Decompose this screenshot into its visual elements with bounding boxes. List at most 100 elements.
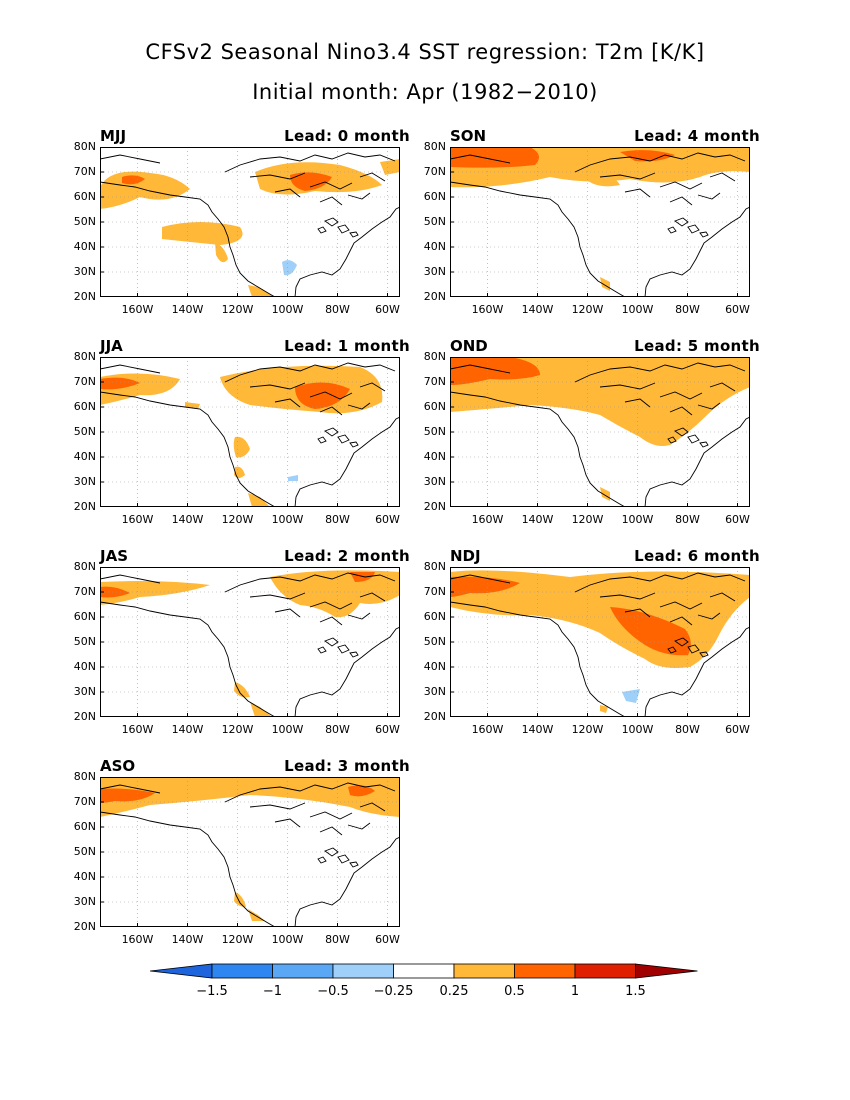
- panel-season-label: NDJ: [450, 547, 481, 565]
- coastline: [450, 574, 511, 584]
- positive-anomaly-region: [290, 172, 332, 191]
- positive-anomaly-region: [348, 785, 375, 797]
- colorbar: [150, 963, 698, 979]
- panel-season-label: OND: [450, 337, 488, 355]
- map-panel: MJJ Lead: 0 month 80N 70N 60N 50N 40N 30N 20N 160…: [74, 127, 410, 337]
- panel-lead-label: Lead: 0 month: [284, 127, 410, 145]
- lon-tick-label: 140W: [171, 303, 204, 316]
- lon-tick-label: 60W: [375, 303, 400, 316]
- map-panel: JJA Lead: 1 month 80N 70N 60N 50N 40N 30N 20N 160…: [74, 337, 410, 547]
- positive-anomaly-region: [588, 172, 620, 187]
- lat-tick-label: 70N: [73, 375, 96, 388]
- lat-tick-label: 30N: [73, 475, 96, 488]
- lat-tick-label: 50N: [73, 215, 96, 228]
- lat-tick-label: 40N: [423, 660, 446, 673]
- coastline: [224, 362, 396, 416]
- lat-tick-label: 30N: [423, 685, 446, 698]
- lat-tick-label: 50N: [73, 425, 96, 438]
- lon-tick-label: 120W: [221, 513, 254, 526]
- lat-tick-label: 60N: [423, 190, 446, 203]
- coastline: [574, 362, 746, 416]
- positive-anomaly-region: [270, 570, 400, 618]
- positive-anomaly-region: [234, 466, 245, 478]
- lat-tick-label: 20N: [73, 710, 96, 723]
- positive-anomaly-region: [162, 222, 243, 245]
- panel-season-label: MJJ: [100, 127, 127, 145]
- lon-tick-label: 140W: [521, 303, 554, 316]
- map-panel: NDJ Lead: 6 month 80N 70N 60N 50N 40N 30N 20N 160…: [424, 547, 760, 757]
- panel-season-label: SON: [450, 127, 487, 145]
- colorbar-tick-label: 1.5: [625, 984, 646, 999]
- lat-tick-label: 70N: [73, 585, 96, 598]
- lat-tick-label: 40N: [73, 870, 96, 883]
- coastline: [450, 391, 750, 507]
- lat-tick-label: 80N: [73, 560, 96, 573]
- colorbar-tick-label: 1: [570, 984, 580, 999]
- positive-anomaly-region: [233, 436, 250, 458]
- panel-lead-label: Lead: 3 month: [284, 757, 410, 775]
- lon-tick-label: 100W: [271, 303, 304, 316]
- positive-anomaly-region: [234, 892, 246, 907]
- lat-tick-label: 80N: [423, 560, 446, 573]
- regression-map: [450, 357, 750, 507]
- panel-lead-label: Lead: 1 month: [284, 337, 410, 355]
- positive-anomaly-region: [380, 159, 400, 175]
- lon-tick-label: 160W: [471, 513, 504, 526]
- positive-anomaly-region: [610, 607, 691, 656]
- positive-anomaly-region: [100, 788, 155, 803]
- regression-map: [450, 567, 750, 717]
- colorbar-segment: [393, 963, 455, 979]
- panel-season-label: ASO: [100, 757, 136, 775]
- coastline: [450, 154, 511, 164]
- lon-tick-label: 80W: [675, 723, 700, 736]
- colorbar-segment: [574, 963, 636, 979]
- coastline: [100, 364, 161, 374]
- lon-tick-label: 80W: [675, 303, 700, 316]
- lat-tick-label: 40N: [73, 660, 96, 673]
- positive-anomaly-region: [100, 171, 190, 209]
- lat-tick-label: 80N: [73, 770, 96, 783]
- positive-anomaly-region: [450, 357, 540, 385]
- lon-tick-label: 80W: [325, 723, 350, 736]
- lat-tick-label: 80N: [73, 350, 96, 363]
- lake-outline: [667, 217, 709, 238]
- lat-tick-label: 40N: [73, 240, 96, 253]
- lon-tick-label: 60W: [725, 723, 750, 736]
- lon-tick-label: 100W: [271, 933, 304, 946]
- lon-tick-label: 120W: [221, 303, 254, 316]
- lat-tick-label: 20N: [423, 290, 446, 303]
- lon-tick-label: 140W: [171, 723, 204, 736]
- lat-tick-label: 40N: [423, 450, 446, 463]
- lon-tick-label: 60W: [725, 303, 750, 316]
- lon-tick-label: 100W: [621, 303, 654, 316]
- panel-season-label: JJA: [100, 337, 123, 355]
- negative-anomaly-region: [282, 260, 297, 276]
- coastline: [100, 391, 400, 507]
- chart-title: CFSv2 Seasonal Nino3.4 SST regression: T…: [145, 40, 705, 64]
- colorbar-segment: [150, 963, 213, 979]
- map-panel: ASO Lead: 3 month 80N 70N 60N 50N 40N 30N 20N 160…: [74, 757, 410, 967]
- lat-tick-label: 70N: [423, 375, 446, 388]
- lon-tick-label: 80W: [675, 513, 700, 526]
- coastline: [100, 181, 400, 297]
- panel-lead-label: Lead: 6 month: [634, 547, 760, 565]
- lon-tick-label: 160W: [121, 513, 154, 526]
- panel-lead-label: Lead: 2 month: [284, 547, 410, 565]
- coastline: [450, 601, 750, 717]
- coastline: [450, 181, 750, 297]
- lake-outline: [317, 217, 359, 238]
- lon-tick-label: 120W: [571, 513, 604, 526]
- lon-tick-label: 160W: [471, 723, 504, 736]
- coastline: [100, 574, 161, 584]
- lat-tick-label: 30N: [73, 265, 96, 278]
- panel-season-label: JAS: [100, 547, 128, 565]
- lat-tick-label: 60N: [73, 190, 96, 203]
- lon-tick-label: 100W: [621, 513, 654, 526]
- coastline: [100, 784, 161, 794]
- lat-tick-label: 50N: [73, 845, 96, 858]
- coastline: [224, 572, 396, 626]
- lat-tick-label: 20N: [73, 500, 96, 513]
- colorbar-tick-label: −1.5: [196, 984, 228, 999]
- positive-anomaly-region: [215, 242, 228, 263]
- colorbar-tick-label: −0.25: [373, 984, 414, 999]
